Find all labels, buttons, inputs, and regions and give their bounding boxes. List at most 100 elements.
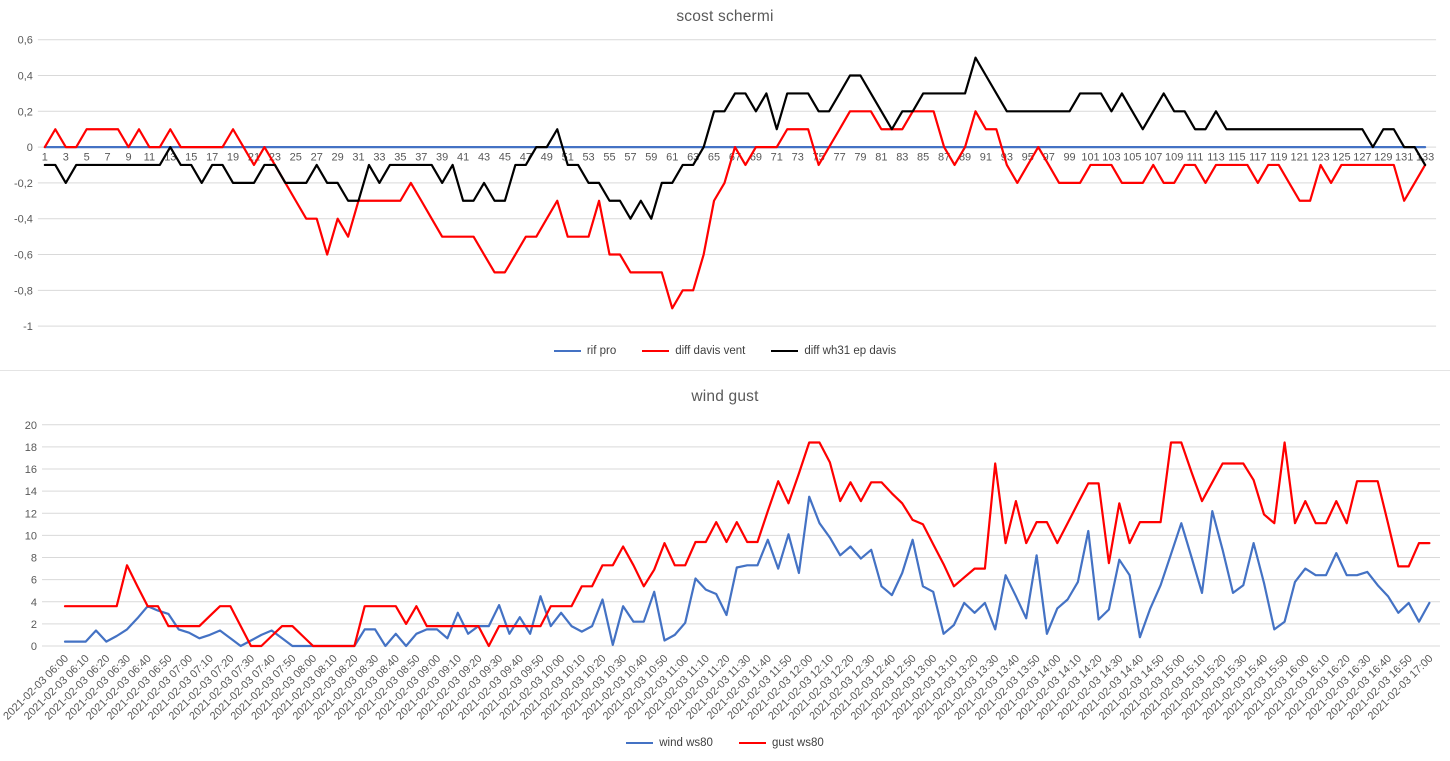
x-tick-label: 11	[144, 152, 155, 164]
y-tick-label: 14	[25, 486, 37, 498]
scost-schermi-chart[interactable]: scost schermi 0,6 0,4 0,2 0 -0,2 -0,4 -0,6 -0,8…	[0, 0, 1450, 371]
x-tick-label: 99	[1063, 152, 1075, 164]
y-tick-label: -0,6	[14, 250, 33, 262]
x-tick-label: 55	[603, 152, 615, 164]
chart-legend: wind ws80 gust ws80	[0, 737, 1450, 749]
series-line-wind-ws80	[63, 495, 1431, 648]
legend-item-rif-pro: rif pro	[553, 345, 617, 357]
x-tick-label: 43	[478, 152, 490, 164]
series-line-diff-wh31-ep-davis	[43, 56, 1427, 220]
wind-gust-chart[interactable]: wind gust 20 18 16 14 12 10 8 6 4 2 0 2021-02-03 06…	[0, 371, 1450, 761]
x-tick-label: 121	[1290, 152, 1308, 164]
x-tick-label: 111	[1187, 152, 1204, 164]
x-tick-label: 41	[457, 152, 469, 164]
x-tick-label: 71	[771, 152, 783, 164]
y-tick-label: 2	[31, 619, 37, 631]
chart-title: wind gust	[691, 388, 759, 405]
x-tick-label: 113	[1207, 152, 1225, 164]
x-tick-label: 123	[1311, 152, 1329, 164]
x-tick-label: 129	[1374, 152, 1392, 164]
chart-title: scost schermi	[676, 8, 774, 25]
x-tick-label: 29	[332, 152, 344, 164]
legend-item-diff-wh31-ep-davis: diff wh31 ep davis	[771, 345, 896, 357]
y-tick-label: 10	[25, 530, 37, 542]
y-tick-label: 8	[31, 553, 37, 565]
legend-line-swatch	[738, 741, 766, 745]
y-tick-label: -1	[23, 321, 33, 333]
y-tick-label: 4	[31, 597, 37, 609]
x-tick-label: 13	[164, 152, 176, 164]
x-tick-label: 83	[896, 152, 908, 164]
y-tick-label: 20	[25, 420, 37, 432]
x-tick-label: 37	[415, 152, 427, 164]
x-tick-label: 33	[373, 152, 385, 164]
y-tick-label: -0,8	[14, 285, 33, 297]
legend-label: rif pro	[586, 345, 617, 357]
legend-line-swatch	[642, 349, 670, 353]
x-tick-label: 9	[125, 152, 131, 164]
x-tick-label: 69	[750, 152, 762, 164]
x-tick-label: 127	[1353, 152, 1371, 164]
x-tick-label: 15	[185, 152, 197, 164]
x-tick-label: 77	[833, 152, 845, 164]
x-tick-label: 125	[1332, 152, 1350, 164]
x-tick-label: 89	[959, 152, 971, 164]
x-tick-label: 117	[1249, 152, 1266, 164]
legend-label: diff davis vent	[675, 345, 746, 357]
x-tick-label: 3	[63, 152, 69, 164]
legend-line-swatch	[553, 349, 581, 353]
x-tick-label: 53	[582, 152, 594, 164]
x-tick-label: 45	[499, 152, 511, 164]
series-line-diff-davis-vent	[43, 110, 1427, 310]
x-tick-label: 27	[311, 152, 323, 164]
x-tick-label: 7	[105, 152, 111, 164]
x-tick-label: 79	[854, 152, 866, 164]
x-tick-label: 35	[394, 152, 406, 164]
y-tick-label: -0,4	[14, 214, 33, 226]
y-tick-label: 18	[25, 442, 37, 454]
legend-line-swatch	[626, 741, 654, 745]
x-tick-label: 101	[1081, 152, 1099, 164]
x-tick-label: 115	[1228, 152, 1245, 164]
y-tick-label: 0	[27, 142, 33, 154]
legend-item-wind-ws80: wind ws80	[626, 737, 713, 749]
x-tick-label: 119	[1270, 152, 1288, 164]
legend-line-swatch	[771, 349, 799, 353]
x-tick-label: 17	[206, 152, 218, 164]
legend-label: diff wh31 ep davis	[804, 345, 897, 357]
x-tick-label: 61	[666, 152, 678, 164]
x-tick-label: 107	[1144, 152, 1162, 164]
y-tick-label: 0	[31, 641, 37, 653]
scost-schermi-plot-area: 0,60,40,20-0,2-0,4-0,6-0,8-11 3 5 7 9 11 13 15 1…	[14, 35, 1437, 333]
x-tick-label: 19	[227, 152, 239, 164]
x-tick-label: 65	[708, 152, 720, 164]
legend-label: wind ws80	[659, 737, 713, 749]
x-tick-label: 57	[624, 152, 636, 164]
legend-label: gust ws80	[771, 737, 824, 749]
legend-item-gust-ws80: gust ws80	[738, 737, 824, 749]
y-tick-label: 16	[25, 464, 37, 476]
x-tick-label: 49	[541, 152, 553, 164]
legend-item-diff-davis-vent: diff davis vent	[642, 345, 745, 357]
x-tick-label: 5	[84, 152, 90, 164]
x-tick-label: 105	[1123, 152, 1141, 164]
y-tick-label: 0,4	[18, 70, 33, 82]
x-tick-label: 87	[938, 152, 950, 164]
x-tick-label: 31	[352, 152, 364, 164]
chart-legend: rif pro diff davis vent diff wh31 ep davis	[0, 345, 1450, 357]
y-tick-label: -0,2	[14, 178, 33, 190]
x-tick-label: 91	[980, 152, 992, 164]
x-tick-label: 1	[42, 152, 48, 164]
x-tick-label: 103	[1102, 152, 1120, 164]
series-line-gust-ws80	[63, 441, 1431, 648]
x-tick-label: 131	[1395, 152, 1413, 164]
x-tick-label: 59	[645, 152, 657, 164]
x-tick-label: 133	[1416, 152, 1434, 164]
y-tick-label: 0,2	[18, 106, 33, 118]
x-tick-label: 81	[875, 152, 887, 164]
y-tick-label: 6	[31, 575, 37, 587]
y-tick-label: 0,6	[18, 35, 33, 47]
x-tick-label: 85	[917, 152, 929, 164]
x-tick-label: 25	[290, 152, 302, 164]
y-tick-label: 12	[25, 508, 37, 520]
